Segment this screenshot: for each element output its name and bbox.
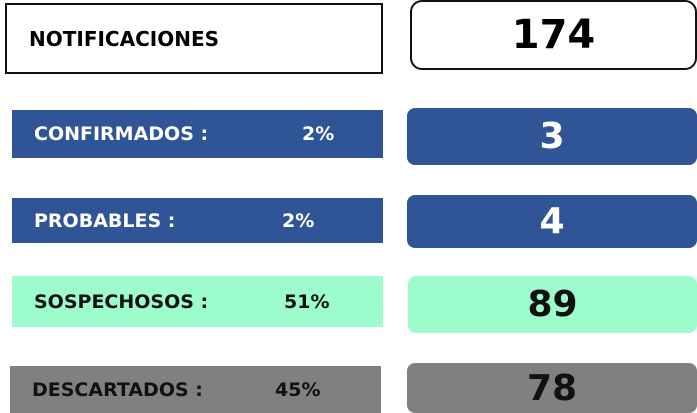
row-label: PROBABLES : — [34, 209, 176, 232]
row-percent: 45% — [275, 378, 321, 401]
row-count-box: 4 — [407, 195, 697, 248]
row-label-box: PROBABLES : 2% — [12, 198, 383, 243]
header-label-box: NOTIFICACIONES — [5, 3, 383, 74]
row-count: 3 — [539, 116, 565, 157]
row-percent: 2% — [282, 209, 315, 232]
header-label: NOTIFICACIONES — [29, 26, 220, 51]
row-label: CONFIRMADOS : — [34, 123, 209, 145]
row-label: DESCARTADOS : — [32, 378, 203, 401]
row-count-box: 3 — [407, 108, 697, 165]
row-count: 89 — [527, 284, 578, 325]
row-label: SOSPECHOSOS : — [34, 290, 209, 313]
header-count: 174 — [511, 12, 596, 58]
row-label-box: CONFIRMADOS : 2% — [12, 110, 383, 158]
row-count-box: 78 — [407, 363, 697, 413]
row-label-box: DESCARTADOS : 45% — [10, 366, 381, 413]
row-percent: 2% — [302, 123, 335, 145]
row-percent: 51% — [284, 290, 330, 313]
row-count: 78 — [526, 367, 578, 409]
row-count: 4 — [539, 201, 565, 242]
header-count-box: 174 — [410, 0, 697, 70]
row-label-box: SOSPECHOSOS : 51% — [12, 276, 383, 327]
row-count-box: 89 — [408, 276, 697, 333]
